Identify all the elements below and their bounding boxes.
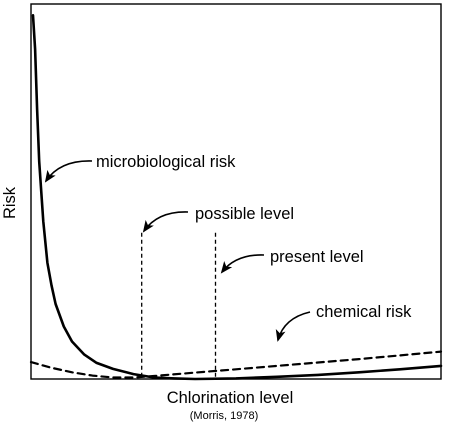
microbiological-risk-arrow — [44, 160, 93, 183]
series-layer — [29, 14, 443, 381]
chemical-risk-label: chemical risk — [316, 303, 412, 321]
present-level-arrow — [220, 254, 265, 274]
source-citation: (Morris, 1978) — [190, 410, 258, 422]
microbiological-risk-label: microbiological risk — [96, 153, 236, 171]
possible-level-label: possible level — [195, 205, 294, 223]
x-axis-label: Chlorination level — [167, 389, 294, 407]
microbiological-risk-curve — [31, 14, 443, 381]
chemical-risk-curve — [29, 350, 443, 379]
possible-level-arrow — [142, 211, 189, 233]
present-level-label: present level — [270, 248, 364, 266]
chemical-risk-arrow — [275, 311, 311, 342]
y-axis-label: Risk — [1, 186, 19, 219]
plot-frame — [30, 3, 442, 380]
level-markers — [141, 232, 217, 379]
